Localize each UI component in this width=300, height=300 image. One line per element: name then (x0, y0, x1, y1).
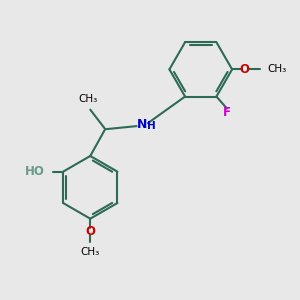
Text: HO: HO (25, 165, 45, 178)
Text: O: O (240, 63, 250, 76)
Text: CH₃: CH₃ (78, 94, 98, 104)
Text: F: F (223, 106, 231, 119)
Text: H: H (146, 121, 155, 131)
Text: N: N (137, 118, 148, 131)
Text: CH₃: CH₃ (267, 64, 286, 74)
Text: O: O (85, 225, 95, 238)
Text: CH₃: CH₃ (81, 247, 100, 257)
